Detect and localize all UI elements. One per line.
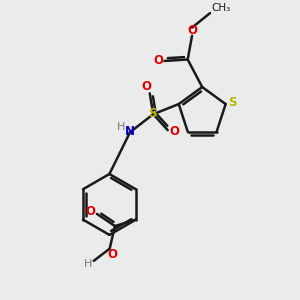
- Text: S: S: [148, 107, 157, 120]
- Text: O: O: [187, 24, 197, 37]
- Text: N: N: [125, 125, 135, 138]
- Text: H: H: [84, 259, 93, 269]
- Text: O: O: [141, 80, 151, 94]
- Text: O: O: [85, 205, 95, 218]
- Text: H: H: [117, 122, 125, 132]
- Text: O: O: [169, 125, 179, 138]
- Text: O: O: [153, 54, 163, 67]
- Text: CH₃: CH₃: [212, 3, 231, 13]
- Text: O: O: [108, 248, 118, 261]
- Text: S: S: [228, 96, 236, 109]
